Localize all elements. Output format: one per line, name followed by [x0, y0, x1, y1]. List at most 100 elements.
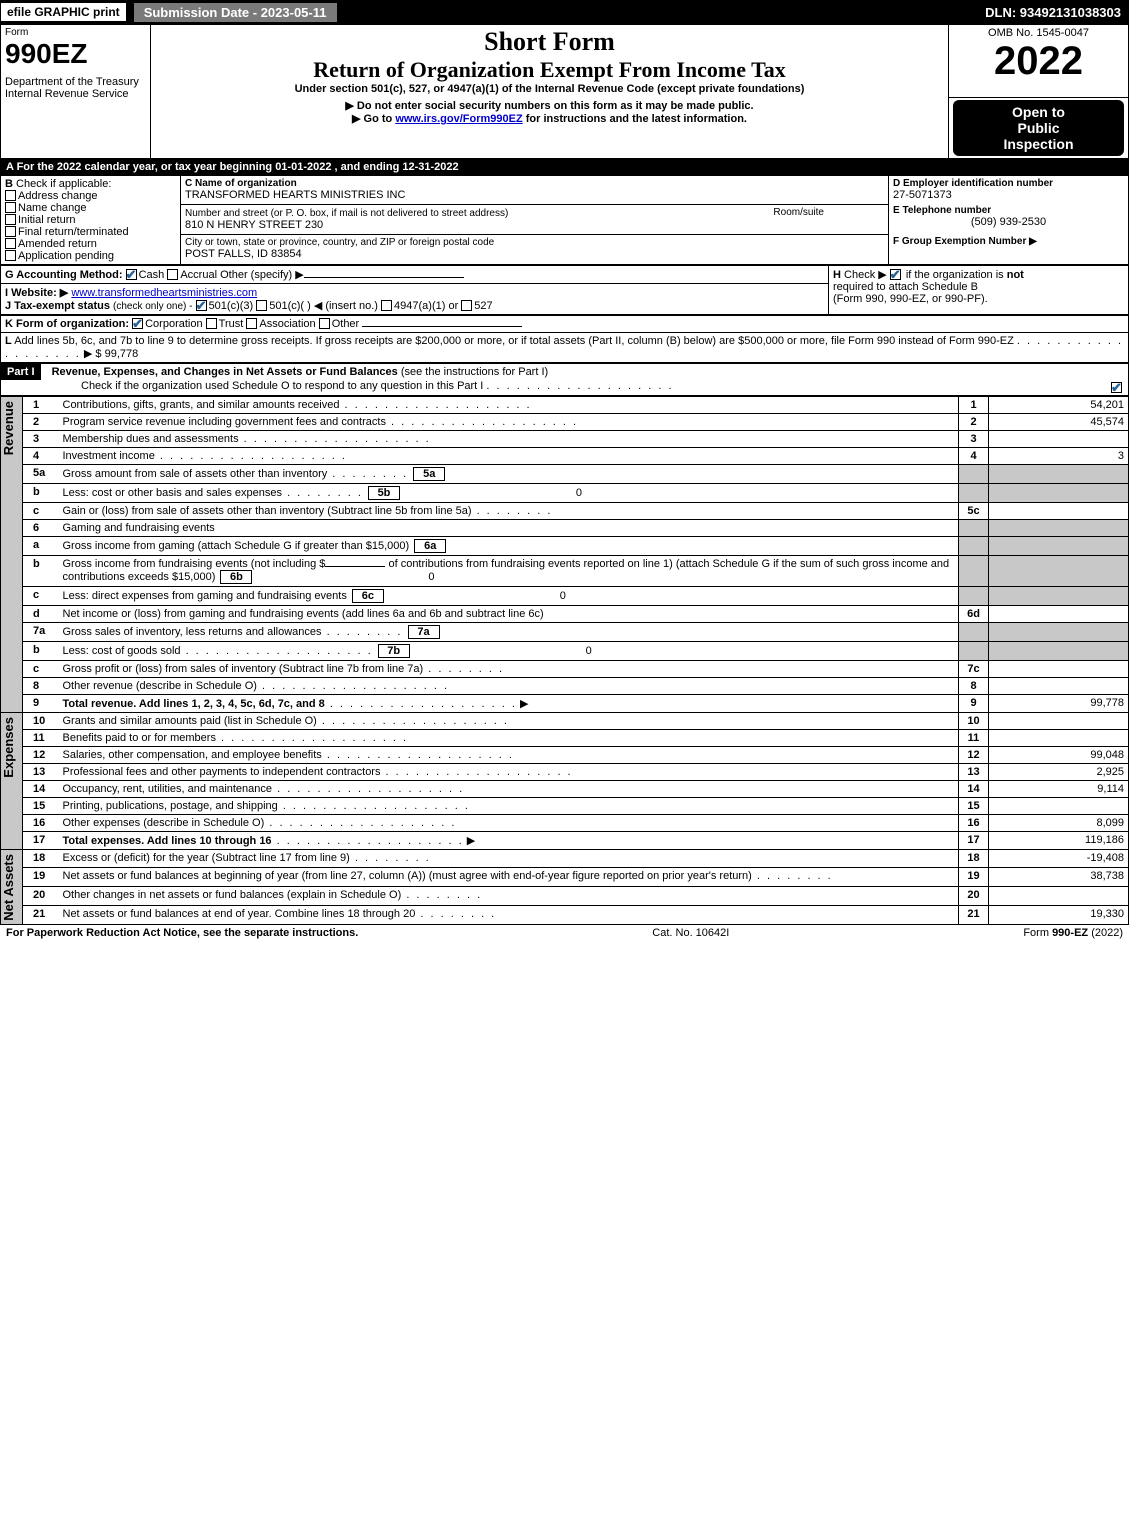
line-7b-desc: Less: cost of goods sold [63, 645, 181, 657]
checkbox-application-pending[interactable] [5, 250, 16, 261]
b-label: B [5, 178, 13, 190]
line-2-desc: Program service revenue including govern… [63, 416, 386, 428]
checkbox-trust[interactable] [206, 318, 217, 329]
line-20-value [989, 887, 1129, 906]
checkbox-name-change[interactable] [5, 202, 16, 213]
dots-icon [415, 908, 496, 920]
line-20-num: 20 [23, 887, 59, 906]
line-21-num: 21 [23, 906, 59, 925]
checkbox-association[interactable] [246, 318, 257, 329]
netassets-side-label: Net Assets [1, 849, 23, 925]
line-6-num: 6 [23, 519, 59, 536]
c-label: C Name of organization [185, 178, 884, 189]
dots-icon [322, 626, 403, 638]
line-20-refnum: 20 [959, 887, 989, 906]
street-value: 810 N HENRY STREET 230 [185, 219, 323, 231]
line-5a-box: 5a [413, 467, 445, 481]
line-7a-value [989, 622, 1129, 641]
dots-icon [752, 870, 833, 882]
checkbox-cash[interactable] [126, 269, 137, 280]
netassets-vlabel: Net Assets [1, 850, 16, 925]
dots-icon [239, 433, 431, 445]
line-7c-num: c [23, 660, 59, 677]
street-label: Number and street (or P. O. box, if mail… [185, 208, 508, 219]
line-11-num: 11 [23, 729, 59, 746]
line-6-desc: Gaming and fundraising events [59, 519, 959, 536]
dots-icon [264, 817, 456, 829]
irs-link[interactable]: www.irs.gov/Form990EZ [395, 113, 522, 125]
checkbox-schedule-b[interactable] [890, 269, 901, 280]
checkbox-501c3[interactable] [196, 300, 207, 311]
line-8-refnum: 8 [959, 677, 989, 694]
goto-pre: ▶ Go to [352, 113, 395, 125]
opt-accrual: Accrual [180, 269, 217, 281]
checkbox-address-change[interactable] [5, 190, 16, 201]
opt-association: Association [259, 318, 315, 330]
dots-icon [155, 450, 347, 462]
website-link[interactable]: www.transformedheartsministries.com [71, 287, 257, 299]
footer-mid: Cat. No. 10642I [652, 927, 729, 939]
f-label: F Group Exemption Number ▶ [893, 236, 1124, 247]
line-7a-refnum [959, 622, 989, 641]
header-table: Form 990EZ Department of the Treasury In… [0, 24, 1129, 159]
checkbox-accrual[interactable] [167, 269, 178, 280]
checkbox-initial-return[interactable] [5, 214, 16, 225]
line-10-desc: Grants and similar amounts paid (list in… [63, 715, 317, 727]
opt-cash: Cash [139, 269, 165, 281]
line-9-refnum: 9 [959, 694, 989, 712]
line-7c-refnum: 7c [959, 660, 989, 677]
line-6b-value [989, 555, 1129, 586]
line-6b-num: b [23, 555, 59, 586]
open-to-public: Open to Public Inspection [953, 100, 1124, 156]
line-1-refnum: 1 [959, 396, 989, 413]
opt-other-method: Other (specify) ▶ [220, 269, 304, 281]
opt-4947: 4947(a)(1) or [394, 300, 458, 312]
checkbox-corporation[interactable] [132, 318, 143, 329]
lines-table: Revenue 1 Contributions, gifts, grants, … [0, 396, 1129, 926]
line-6c-desc: Less: direct expenses from gaming and fu… [63, 590, 347, 602]
page-footer: For Paperwork Reduction Act Notice, see … [0, 925, 1129, 941]
line-11-value [989, 729, 1129, 746]
checkbox-schedule-o[interactable] [1111, 382, 1122, 393]
l-arrow: ▶ $ [84, 348, 102, 360]
line-17-desc: Total expenses. Add lines 10 through 16 [63, 835, 272, 847]
line-6d-desc: Net income or (loss) from gaming and fun… [63, 608, 544, 620]
line-6c-box: 6c [352, 589, 384, 603]
other-org-input[interactable] [362, 326, 522, 327]
line-18-desc: Excess or (deficit) for the year (Subtra… [63, 852, 350, 864]
line-1-value: 54,201 [989, 396, 1129, 413]
dln-label: DLN: 93492131038303 [985, 5, 1129, 20]
top-bar: efile GRAPHIC print Submission Date - 20… [0, 0, 1129, 24]
other-method-input[interactable] [304, 277, 464, 278]
opt-501c3: 501(c)(3) [209, 300, 254, 312]
line-7b-refnum [959, 641, 989, 660]
line-5c-refnum: 5c [959, 502, 989, 519]
checkbox-other-org[interactable] [319, 318, 330, 329]
line-6c-num: c [23, 586, 59, 605]
opt-amended-return: Amended return [18, 238, 97, 250]
return-title: Return of Organization Exempt From Incom… [155, 57, 944, 83]
omb-number: OMB No. 1545-0047 [953, 27, 1124, 39]
line-6a-box: 6a [414, 539, 446, 553]
line-4-num: 4 [23, 447, 59, 464]
checkbox-501c[interactable] [256, 300, 267, 311]
dots-icon [380, 766, 572, 778]
line-1-num: 1 [23, 396, 59, 413]
dept-treasury: Department of the Treasury [5, 76, 146, 88]
checkbox-final-return[interactable] [5, 226, 16, 237]
opt-527: 527 [474, 300, 492, 312]
line-6b-blank[interactable] [325, 566, 385, 567]
dots-icon [181, 645, 373, 657]
line-14-refnum: 14 [959, 780, 989, 797]
line-10-refnum: 10 [959, 712, 989, 729]
checkbox-amended-return[interactable] [5, 238, 16, 249]
checkbox-4947[interactable] [381, 300, 392, 311]
line-5c-desc: Gain or (loss) from sale of assets other… [63, 505, 472, 517]
line-7a-desc: Gross sales of inventory, less returns a… [63, 626, 322, 638]
opt-501c: 501(c)( ) ◀ (insert no.) [269, 300, 378, 312]
checkbox-527[interactable] [461, 300, 472, 311]
section-h: H Check ▶ if the organization is not req… [829, 265, 1129, 314]
section-k: K Form of organization: Corporation Trus… [1, 315, 1129, 332]
revenue-side-label: Revenue [1, 396, 23, 712]
h-text3: required to attach Schedule B [833, 281, 978, 293]
